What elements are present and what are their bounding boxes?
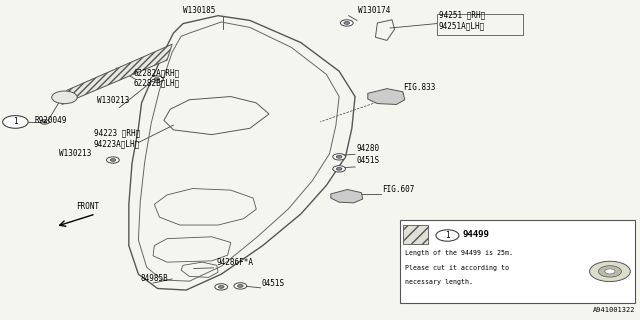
Circle shape <box>589 261 630 282</box>
Circle shape <box>336 167 342 170</box>
Text: 94223 〈RH〉: 94223 〈RH〉 <box>94 128 140 137</box>
Text: Length of the 94499 is 25m.: Length of the 94499 is 25m. <box>404 251 513 256</box>
Circle shape <box>52 91 77 104</box>
Text: 94251 〈RH〉: 94251 〈RH〉 <box>438 11 484 20</box>
Circle shape <box>237 284 243 287</box>
Text: 94286F*A: 94286F*A <box>217 258 254 267</box>
Circle shape <box>3 116 28 128</box>
Circle shape <box>43 121 47 123</box>
Text: W130174: W130174 <box>358 6 390 15</box>
Text: FIG.833: FIG.833 <box>403 83 435 92</box>
Text: A941001322: A941001322 <box>593 307 636 313</box>
Circle shape <box>598 266 621 277</box>
Text: FRONT: FRONT <box>76 202 99 212</box>
Circle shape <box>150 76 163 82</box>
Text: 62282B〈LH〉: 62282B〈LH〉 <box>134 79 180 88</box>
Text: Please cut it according to: Please cut it according to <box>404 265 509 271</box>
Text: 94223A〈LH〉: 94223A〈LH〉 <box>94 139 140 148</box>
Circle shape <box>333 154 346 160</box>
Circle shape <box>340 20 353 26</box>
Text: W130213: W130213 <box>97 96 129 105</box>
Circle shape <box>234 283 246 289</box>
Circle shape <box>436 230 459 241</box>
Circle shape <box>344 21 349 24</box>
Text: 62282A〈RH〉: 62282A〈RH〉 <box>134 68 180 77</box>
Text: 94499: 94499 <box>462 230 489 239</box>
Text: 1: 1 <box>13 117 18 126</box>
Circle shape <box>40 120 49 124</box>
Circle shape <box>154 78 160 81</box>
Circle shape <box>218 285 224 288</box>
Bar <box>436 14 523 35</box>
Circle shape <box>336 156 342 158</box>
Text: W130213: W130213 <box>59 149 91 158</box>
Text: 94251A〈LH〉: 94251A〈LH〉 <box>438 21 484 31</box>
Text: 94280: 94280 <box>357 144 380 153</box>
Text: W130185: W130185 <box>183 6 215 15</box>
Bar <box>399 220 636 303</box>
Text: R920049: R920049 <box>35 116 67 125</box>
Polygon shape <box>331 189 363 203</box>
Text: 84985B: 84985B <box>140 274 168 283</box>
Text: 0451S: 0451S <box>357 156 380 165</box>
Bar <box>403 225 428 244</box>
Circle shape <box>605 269 615 274</box>
Polygon shape <box>368 89 404 105</box>
Polygon shape <box>62 44 172 105</box>
Circle shape <box>333 166 346 172</box>
Text: necessary length.: necessary length. <box>404 279 473 285</box>
Text: FIG.607: FIG.607 <box>383 185 415 194</box>
Circle shape <box>110 159 116 161</box>
Circle shape <box>106 157 119 163</box>
Circle shape <box>215 284 228 290</box>
Text: 0451S: 0451S <box>261 279 285 288</box>
Text: 1: 1 <box>445 231 450 240</box>
